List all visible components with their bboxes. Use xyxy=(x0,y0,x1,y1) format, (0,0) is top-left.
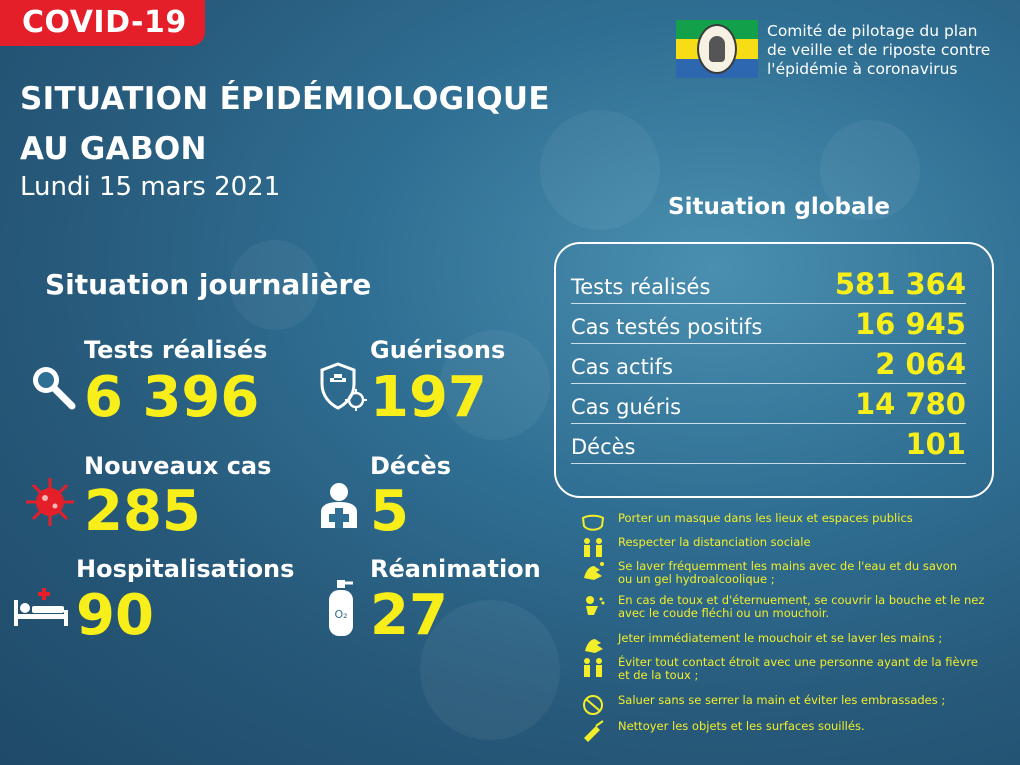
person-cross-icon xyxy=(321,483,357,528)
no-handshake-icon xyxy=(583,695,603,715)
global-stats-box: Tests réalisés 581 364 Cas testés positi… xyxy=(554,242,994,498)
global-row-label: Décès xyxy=(571,435,636,459)
tip-text: Porter un masque dans les lieux et espac… xyxy=(618,511,913,525)
tissue-icon xyxy=(585,639,603,653)
tip-text: Se laver fréquemment les mains avec de l… xyxy=(618,559,958,586)
background-virus-shape xyxy=(420,600,560,740)
tip-text: Éviter tout contact étroit avec une pers… xyxy=(618,655,978,682)
cleaning-icon xyxy=(584,720,604,742)
background-virus-shape xyxy=(230,240,320,330)
daily-hospitalisations-label: Hospitalisations xyxy=(76,555,295,583)
global-row-value: 14 780 xyxy=(855,387,966,421)
tip-text: Jeter immédiatement le mouchoir et se la… xyxy=(618,631,943,645)
global-row: Tests réalisés 581 364 xyxy=(571,264,966,304)
global-row-value: 581 364 xyxy=(834,267,966,301)
daily-deaths-label: Décès xyxy=(370,452,451,480)
daily-new-cases-label: Nouveaux cas xyxy=(84,452,272,480)
shield-virus-icon xyxy=(320,362,367,411)
daily-tests-value: 6 396 xyxy=(84,365,260,430)
background-virus-shape xyxy=(440,330,550,440)
global-heading: Situation globale xyxy=(668,194,891,220)
daily-heading: Situation journalière xyxy=(45,268,372,301)
svg-text:O₂: O₂ xyxy=(334,608,347,621)
daily-icu-label: Réanimation xyxy=(370,555,541,583)
handwash-icon xyxy=(584,562,604,580)
global-row-value: 2 064 xyxy=(875,347,966,381)
global-row-label: Cas actifs xyxy=(571,355,673,379)
daily-recoveries-value: 197 xyxy=(370,365,487,430)
daily-deaths-value: 5 xyxy=(370,479,409,544)
sneeze-icon xyxy=(586,596,605,615)
global-row-value: 101 xyxy=(905,427,966,461)
committee-line-2: de veille et de riposte contre xyxy=(767,41,991,59)
title-line-1: SITUATION ÉPIDÉMIOLOGIQUE xyxy=(20,81,550,117)
hospital-bed-icon xyxy=(14,588,68,626)
tip-text: En cas de toux et d'éternuement, se couv… xyxy=(618,593,985,620)
page-title: SITUATION ÉPIDÉMIOLOGIQUE AU GABON xyxy=(20,80,550,168)
tip-text: Respecter la distanciation sociale xyxy=(618,535,811,549)
global-row-label: Tests réalisés xyxy=(571,275,711,299)
report-date: Lundi 15 mars 2021 xyxy=(20,172,281,202)
seal-icon xyxy=(697,24,737,74)
daily-new-cases-value: 285 xyxy=(84,479,201,544)
daily-icu-value: 27 xyxy=(370,583,448,648)
global-row-label: Cas testés positifs xyxy=(571,315,763,339)
mask-icon xyxy=(581,514,605,531)
daily-tests-label: Tests réalisés xyxy=(84,336,268,364)
gabon-coat-of-arms-logo xyxy=(676,20,758,78)
global-row: Cas actifs 2 064 xyxy=(571,344,966,384)
global-row: Cas guéris 14 780 xyxy=(571,384,966,424)
covid-badge: COVID-19 xyxy=(0,0,205,46)
global-row: Décès 101 xyxy=(571,424,966,464)
title-line-2: AU GABON xyxy=(20,131,207,167)
tip-text: Saluer sans se serrer la main et éviter … xyxy=(618,693,946,707)
committee-line-3: l'épidémie à coronavirus xyxy=(767,60,958,78)
magnifier-icon xyxy=(33,367,76,410)
background-virus-shape xyxy=(820,120,920,220)
background-virus-shape xyxy=(540,110,660,230)
committee-name: Comité de pilotage du plan de veille et … xyxy=(767,22,990,79)
global-row: Cas testés positifs 16 945 xyxy=(571,304,966,344)
tip-text: Nettoyer les objets et les surfaces soui… xyxy=(618,719,865,733)
global-row-label: Cas guéris xyxy=(571,395,682,419)
fever-icon xyxy=(584,658,602,677)
distance-icon xyxy=(584,538,602,557)
committee-line-1: Comité de pilotage du plan xyxy=(767,22,978,40)
daily-hospitalisations-value: 90 xyxy=(76,583,154,648)
virus-icon xyxy=(26,478,74,526)
daily-recoveries-label: Guérisons xyxy=(370,336,506,364)
oxygen-tank-icon: O₂ xyxy=(329,580,353,636)
global-row-value: 16 945 xyxy=(855,307,966,341)
